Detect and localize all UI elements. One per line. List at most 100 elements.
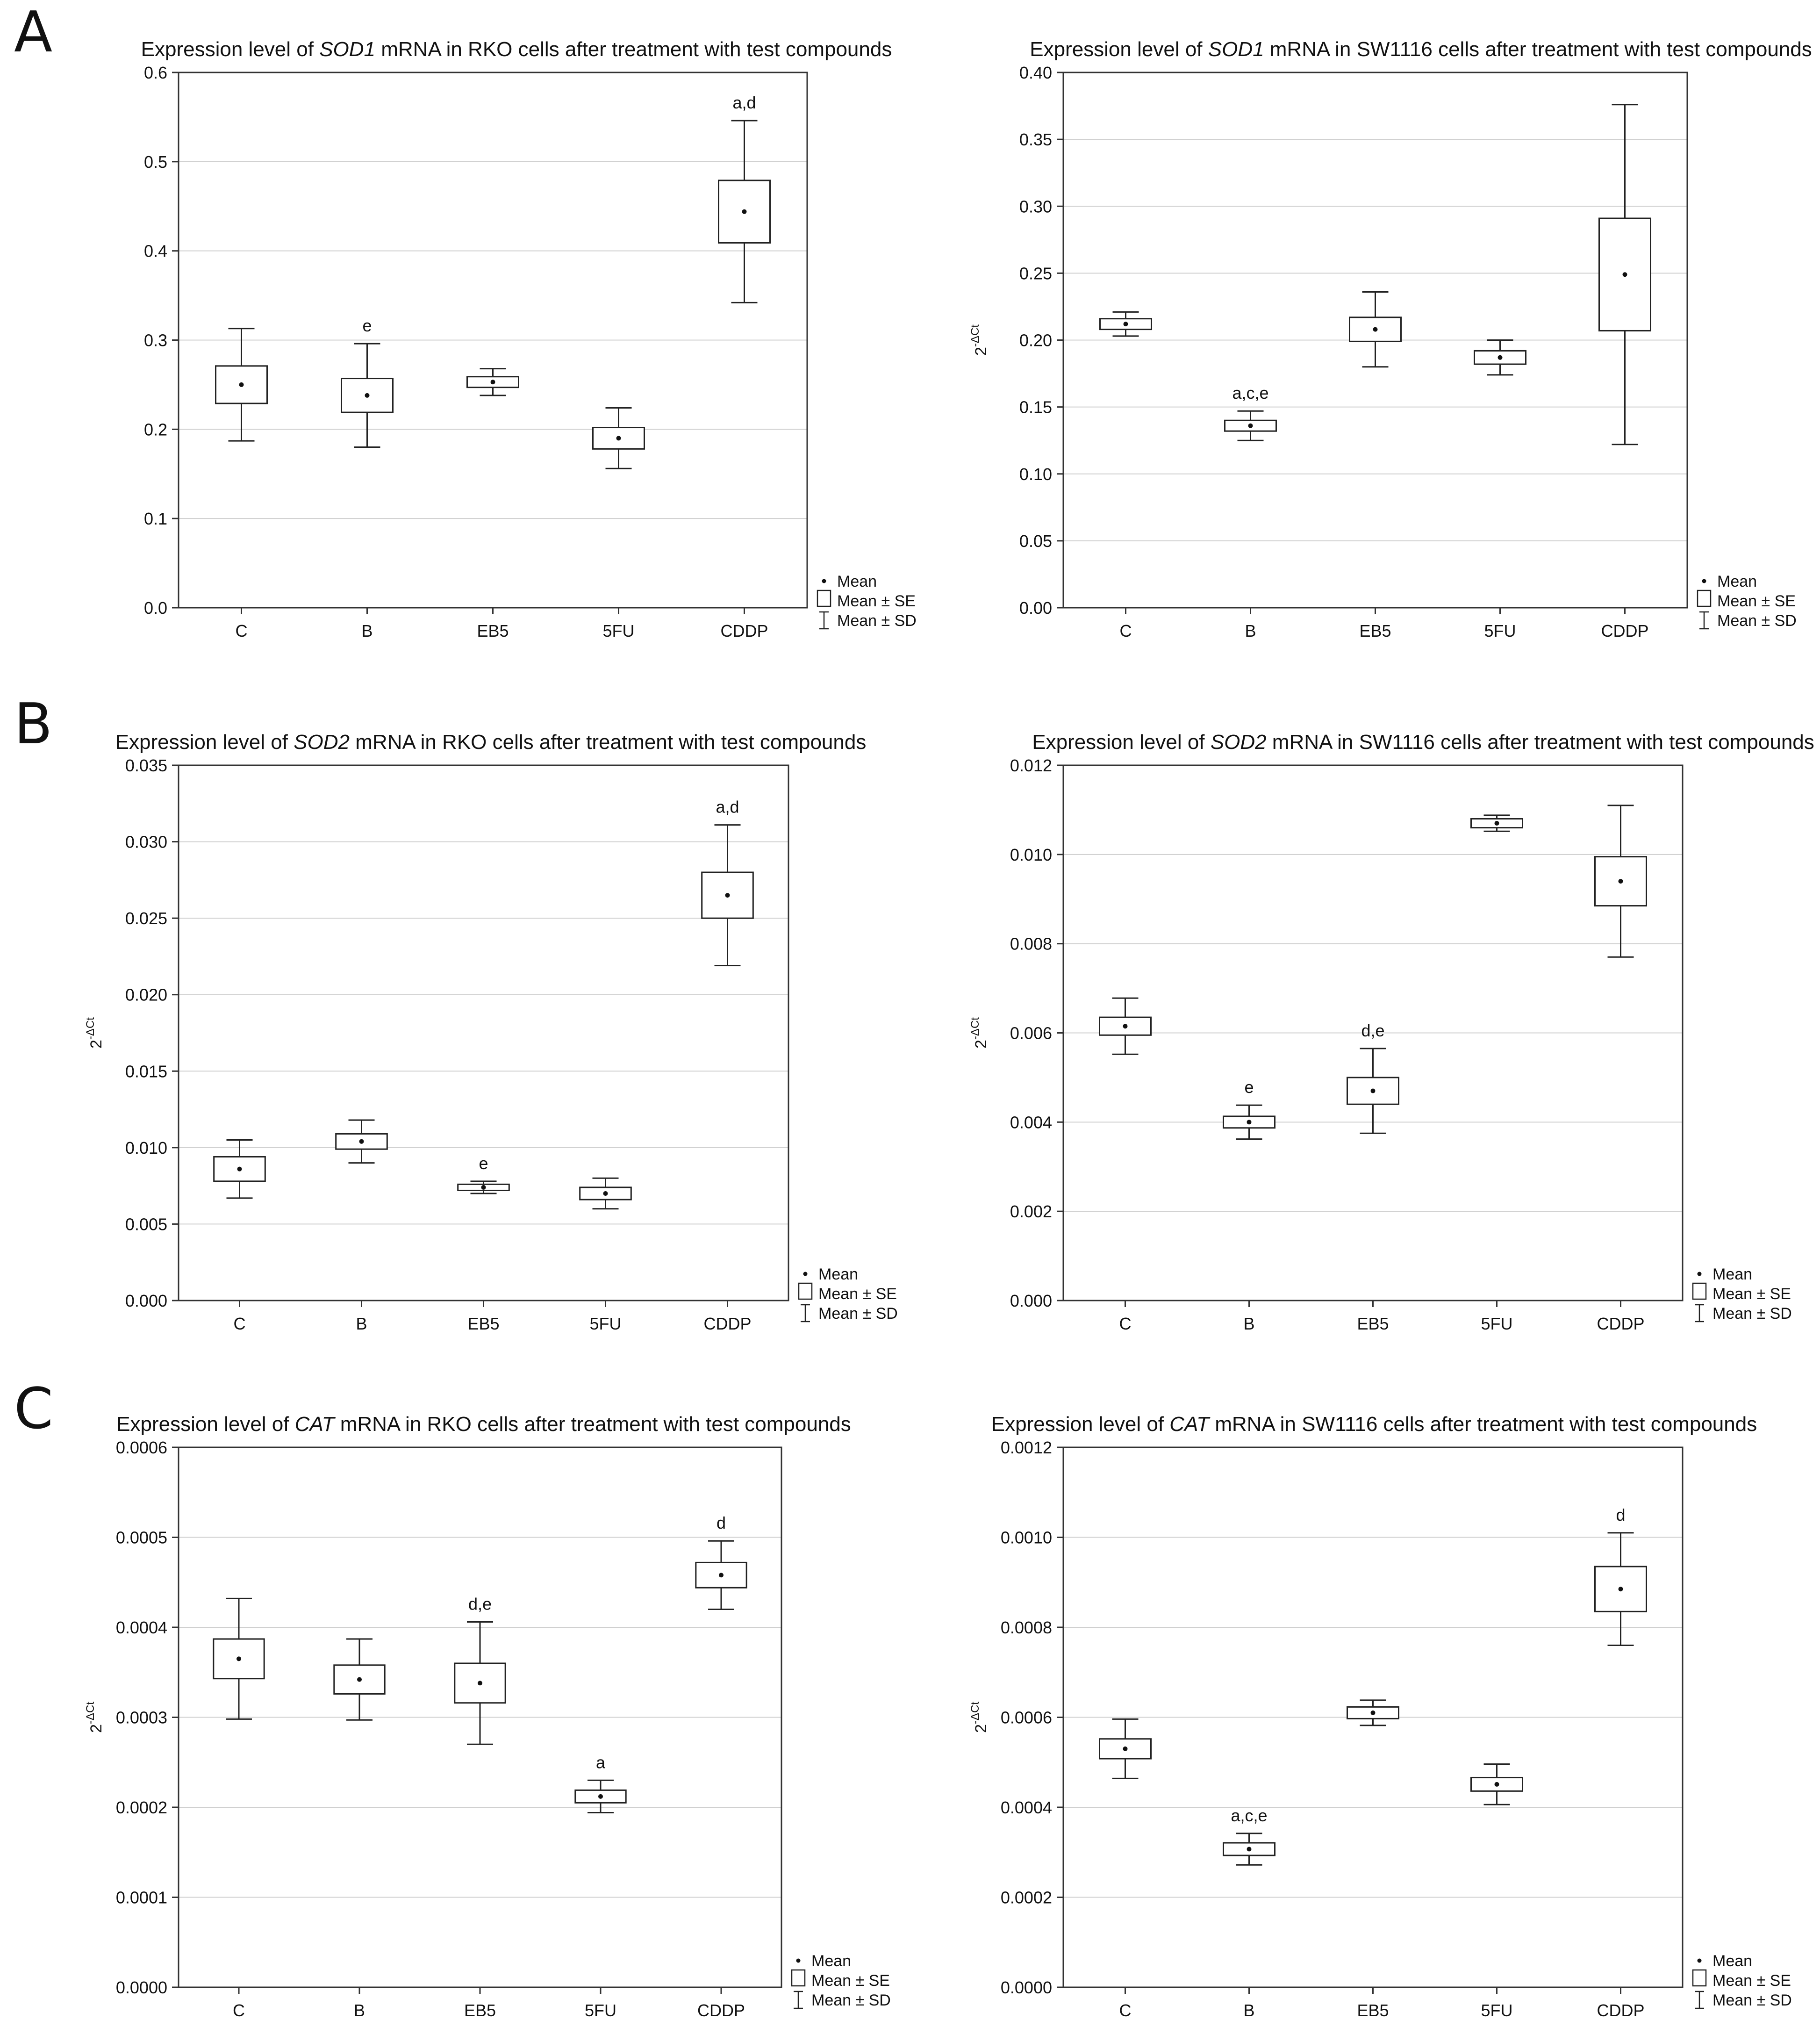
- chart-title: Expression level of CAT mRNA in RKO cell…: [116, 1413, 851, 1436]
- x-tick-label: CDDP: [720, 621, 768, 640]
- y-tick-label: 0.15: [1019, 398, 1052, 417]
- y-tick-label: 0.002: [1010, 1202, 1052, 1221]
- chart-title-pre: Expression level of: [1032, 731, 1211, 754]
- mean-point: [236, 1656, 241, 1661]
- y-tick-label: 0.000: [1010, 1291, 1052, 1310]
- y-tick-label: 0.6: [144, 63, 167, 82]
- mean-point: [1123, 1024, 1128, 1029]
- y-tick-label: 0.0003: [116, 1708, 167, 1727]
- y-tick-label: 0.025: [125, 909, 167, 928]
- y-axis-label: 2-ΔCt: [969, 1017, 990, 1049]
- x-tick-label: B: [361, 621, 373, 640]
- x-tick-label: 5FU: [589, 1314, 621, 1333]
- y-tick-label: 0.35: [1019, 130, 1052, 149]
- chart-title-post: mRNA in RKO cells after treatment with t…: [350, 731, 866, 754]
- x-tick-label: B: [1243, 2001, 1254, 2020]
- significance-label: a,c,e: [1231, 1806, 1267, 1825]
- chart-title-pre: Expression level of: [115, 731, 294, 754]
- x-tick-label: B: [356, 1314, 367, 1333]
- x-tick-label: EB5: [464, 2001, 496, 2020]
- chart-title-gene: SOD2: [294, 731, 350, 754]
- significance-label: a,d: [716, 798, 739, 817]
- mean-point: [1123, 1746, 1128, 1751]
- y-axis-label-sup: -ΔCt: [969, 1017, 982, 1040]
- y-tick-label: 0.2: [144, 420, 167, 439]
- chart-title-post: mRNA in SW1116 cells after treatment wit…: [1209, 1413, 1757, 1436]
- significance-label: e: [362, 316, 372, 335]
- y-tick-label: 0.20: [1019, 331, 1052, 350]
- y-tick-label: 0.008: [1010, 934, 1052, 954]
- chart-title-post: mRNA in RKO cells after treatment with t…: [375, 38, 892, 61]
- y-tick-label: 0.0001: [116, 1888, 167, 1907]
- mean-point: [359, 1139, 364, 1144]
- y-axis-label-base: 2: [972, 347, 990, 356]
- significance-label: a,c,e: [1232, 383, 1268, 403]
- x-tick-label: CDDP: [1597, 2001, 1644, 2020]
- mean-point: [239, 382, 244, 387]
- mean-point: [1618, 1587, 1623, 1592]
- significance-label: e: [1244, 1078, 1254, 1097]
- legend-se-label: Mean ± SE: [1713, 1285, 1791, 1303]
- x-tick-label: B: [1243, 1314, 1254, 1333]
- mean-point: [725, 893, 730, 898]
- x-tick-label: B: [354, 2001, 365, 2020]
- chart-title-gene: CAT: [295, 1413, 336, 1436]
- legend-se-label: Mean ± SE: [818, 1285, 897, 1303]
- mean-point: [1373, 327, 1378, 332]
- legend-se-marker: [1692, 1969, 1707, 1987]
- chart-5: Expression level of CAT mRNA in RKO cell…: [84, 1413, 891, 2020]
- y-tick-label: 0.4: [144, 242, 167, 261]
- legend-mean-marker: [1702, 579, 1706, 583]
- legend-sd-label: Mean ± SD: [1713, 1305, 1792, 1323]
- significance-label: a,d: [732, 93, 756, 112]
- chart-title: Expression level of CAT mRNA in SW1116 c…: [991, 1413, 1757, 1436]
- mean-point: [742, 209, 747, 214]
- se-box: [1598, 217, 1651, 331]
- mean-point: [1498, 355, 1503, 360]
- mean-point: [719, 1573, 724, 1578]
- mean-point: [1494, 821, 1499, 826]
- legend-mean-marker: [1697, 1958, 1702, 1963]
- legend-mean-label: Mean: [811, 1952, 851, 1970]
- mean-point: [1248, 423, 1253, 428]
- x-tick-label: 5FU: [1481, 2001, 1512, 2020]
- x-tick-label: 5FU: [602, 621, 634, 640]
- x-tick-label: CDDP: [697, 2001, 745, 2020]
- legend-sd-label: Mean ± SD: [811, 1991, 891, 2009]
- chart-title-pre: Expression level of: [116, 1413, 295, 1436]
- y-tick-label: 0.30: [1019, 197, 1052, 216]
- y-tick-label: 0.030: [125, 833, 167, 852]
- y-tick-label: 0.0004: [116, 1618, 167, 1637]
- y-tick-label: 0.0006: [116, 1438, 167, 1457]
- mean-point: [490, 380, 495, 385]
- x-tick-label: C: [233, 2001, 245, 2020]
- significance-label: d,e: [1361, 1021, 1384, 1040]
- y-tick-label: 0.00: [1019, 598, 1052, 618]
- x-tick-label: B: [1245, 621, 1256, 640]
- legend-sd-label: Mean ± SD: [1717, 612, 1797, 630]
- chart-title-gene: CAT: [1169, 1413, 1211, 1436]
- legend-se-label: Mean ± SE: [1717, 592, 1796, 610]
- legend-se-marker: [1692, 1282, 1707, 1300]
- legend-mean-label: Mean: [818, 1265, 858, 1283]
- legend-mean-label: Mean: [1717, 573, 1757, 590]
- significance-label: d: [717, 1513, 726, 1532]
- chart-title: Expression level of SOD1 mRNA in SW1116 …: [1030, 38, 1812, 61]
- x-tick-label: C: [1119, 2001, 1132, 2020]
- y-tick-label: 0.0000: [1001, 1978, 1052, 1997]
- panel-letter-c: C: [14, 1377, 53, 1442]
- legend-mean-marker: [822, 579, 826, 583]
- chart-title-gene: SOD2: [1211, 731, 1267, 754]
- legend-se-label: Mean ± SE: [811, 1972, 890, 1990]
- x-tick-label: CDDP: [1597, 1314, 1644, 1333]
- y-tick-label: 0.10: [1019, 465, 1052, 484]
- y-axis-label-base: 2: [87, 1724, 105, 1733]
- se-box: [1347, 1077, 1399, 1105]
- mean-point: [481, 1185, 486, 1190]
- chart-title: Expression level of SOD2 mRNA in SW1116 …: [1032, 731, 1814, 754]
- y-tick-label: 0.5: [144, 152, 167, 172]
- chart-2: Expression level of SOD1 mRNA in SW1116 …: [969, 38, 1812, 640]
- mean-point: [357, 1677, 362, 1682]
- y-tick-label: 0.015: [125, 1062, 167, 1081]
